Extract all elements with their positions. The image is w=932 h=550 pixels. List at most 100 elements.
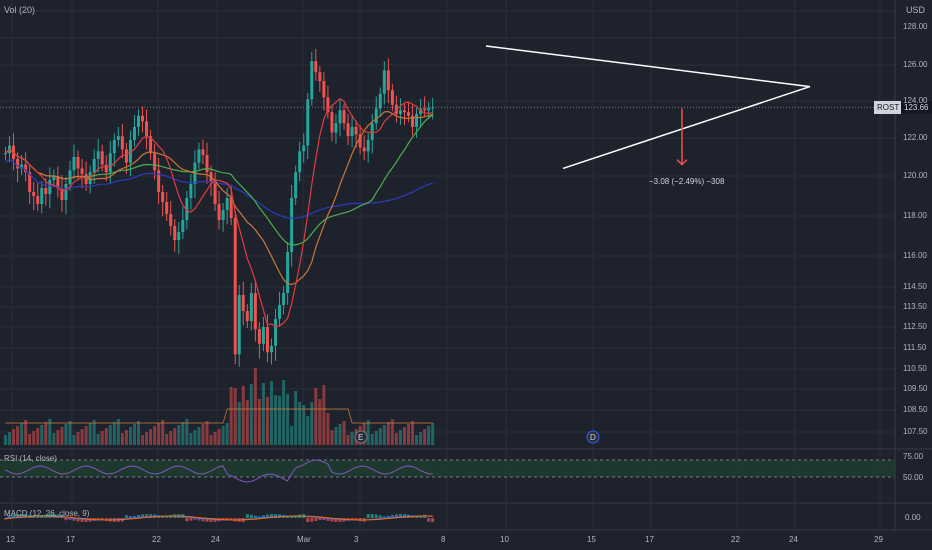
candle-body [16,158,20,169]
volume-bar [12,429,16,445]
macd-histogram-bar [286,515,290,518]
macd-histogram-bar [415,516,419,518]
volume-bar [64,424,68,445]
volume-bar [378,428,382,445]
candle-body [221,210,225,220]
candle-body [245,311,249,321]
macd-histogram-bar [128,516,132,518]
candle-body [104,164,108,173]
macd-histogram-bar [205,518,209,522]
volume-bar [326,413,330,445]
macd-histogram-bar [32,515,36,518]
time-tick: 17 [66,535,75,544]
macd-histogram-bar [36,516,40,518]
measure-label: −3.08 (−2.49%) −308 [649,177,725,186]
volume-indicator-label[interactable]: Vol (20) [4,5,36,15]
volume-bar [398,430,402,445]
volume-bar [153,426,157,445]
volume-bar [16,426,20,445]
candle-body [407,112,410,116]
candle-body [153,153,157,171]
volume-bar [32,431,36,445]
candle-body [145,121,149,137]
volume-bar [346,435,350,445]
time-tick: 3 [354,535,359,544]
candle-body [398,110,402,114]
macd-histogram-bar [141,514,145,518]
dividend-marker-label: D [590,433,596,442]
volume-bar [124,430,128,445]
volume-bar [136,421,140,445]
volume-bar [120,433,124,445]
triangle-lower-line [562,85,811,170]
volume-bar [217,429,221,445]
macd-histogram-bar [290,516,294,518]
macd-histogram-bar [386,515,390,518]
candle-body [64,184,68,200]
macd-histogram-bar [269,514,273,518]
macd-histogram-bar [354,518,358,521]
volume-bar [241,386,245,445]
volume-bar [108,425,112,445]
ma-long-line [5,158,433,219]
volume-bar [382,425,386,445]
macd-histogram-bar [257,516,261,518]
volume-bar [100,431,104,445]
candle-body [197,149,201,163]
candle-body [229,198,233,218]
macd-histogram-bar [12,514,16,518]
candle-body [394,104,398,114]
volume-bar [20,423,24,445]
volume-bar [221,426,225,445]
volume-bar [157,423,161,445]
volume-bar [261,383,265,445]
volume-bar [294,391,298,445]
macd-histogram-bar [229,518,233,521]
volume-bar [330,430,334,445]
candle-body [423,108,427,111]
volume-bar [4,435,7,445]
volume-bar [145,432,149,445]
time-tick: 22 [731,535,740,544]
candle-body [177,232,181,240]
volume-bar [116,419,120,445]
volume-bar [407,424,410,445]
candle-body [44,188,48,194]
price-tick: 112.50 [903,322,927,331]
volume-bar [225,423,229,445]
candle-body [350,126,354,137]
volume-bar [48,419,52,445]
macd-zero-tick: 0.00 [905,513,921,522]
volume-bar [209,435,213,445]
volume-bar [390,419,394,445]
time-tick: 17 [645,535,654,544]
price-tick: 124.00 [903,96,928,105]
macd-histogram-bar [16,514,20,518]
candle-body [411,115,415,127]
volume-bar [278,396,282,445]
volume-bar [132,424,136,445]
macd-histogram-bar [322,518,326,520]
volume-bar [92,420,96,445]
macd-histogram-bar [201,518,205,522]
macd-title[interactable]: MACD (12, 26, close, 9) [4,509,90,518]
candle-body [52,176,56,180]
macd-histogram-bar [40,515,44,518]
candle-body [370,123,374,140]
volume-bar [177,425,181,445]
candle-body [233,218,237,355]
macd-histogram-bar [245,514,249,518]
earnings-marker [354,430,368,444]
volume-bar [104,428,108,445]
volume-bar [44,422,48,445]
rsi-title[interactable]: RSI (14, close) [4,454,57,463]
macd-histogram-bar [431,518,435,522]
volume-bar [8,432,12,445]
volume-bar [269,381,273,445]
volume-bar [322,385,326,445]
candle-body [354,126,358,135]
macd-histogram-bar [427,518,431,522]
volume-bar [314,388,318,445]
candle-body [20,164,24,169]
